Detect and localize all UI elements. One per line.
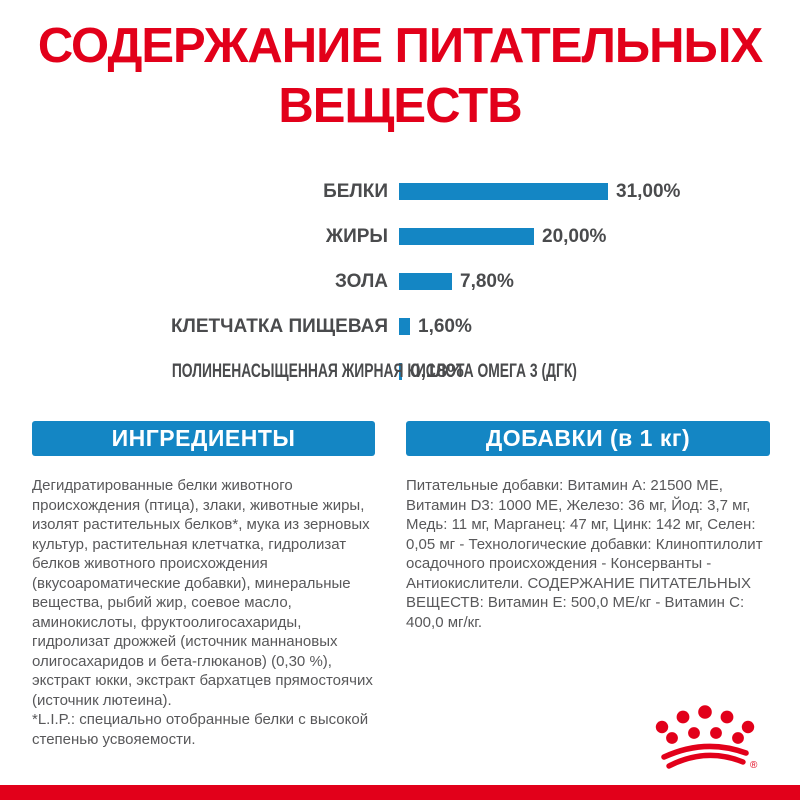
- ingredients-text: Дегидратированные белки животного происх…: [32, 476, 375, 749]
- chart-category-label: ПОЛИНЕНАСЫЩЕННАЯ ЖИРНАЯ КИСЛОТА ОМЕГА 3 …: [171, 360, 577, 382]
- additives-header: ДОБАВКИ (в 1 кг): [406, 421, 770, 456]
- bottom-red-strip: [0, 785, 800, 800]
- chart-category-label: БЕЛКИ: [323, 180, 388, 202]
- chart-value-label: 7,80%: [460, 270, 514, 292]
- chart-row: ЖИРЫ 20,00%: [22, 214, 722, 259]
- nutrition-chart: БЕЛКИ 31,00% ЖИРЫ 20,00% ЗОЛА 7,80% КЛЕТЧАТКА …: [22, 169, 722, 394]
- chart-value-label: 1,60%: [418, 315, 472, 337]
- lip-note: *L.I.P.: специально отобранные белки с в…: [32, 711, 369, 748]
- chart-bar: [399, 363, 402, 380]
- registered-trademark-glyph: ®: [750, 760, 758, 771]
- page-title: СОДЕРЖАНИЕ ПИТАТЕЛЬНЫХ ВЕЩЕСТВ: [37, 19, 763, 133]
- chart-value-label: 20,00%: [542, 225, 607, 247]
- ingredients-section: ИНГРЕДИЕНТЫ Дегидратированные белки живо…: [32, 421, 375, 749]
- chart-row: ЗОЛА 7,80%: [22, 259, 722, 304]
- chart-row: БЕЛКИ 31,00%: [22, 169, 722, 214]
- additives-section: ДОБАВКИ (в 1 кг) Питательные добавки: Ви…: [406, 421, 770, 632]
- chart-category-label: КЛЕТЧАТКА ПИЩЕВАЯ: [170, 315, 388, 337]
- chart-bar: [399, 228, 534, 245]
- chart-bar: [399, 183, 608, 200]
- ingredients-header: ИНГРЕДИЕНТЫ: [32, 421, 375, 456]
- chart-value-label: 31,00%: [616, 180, 681, 202]
- chart-category-label: ЗОЛА: [334, 270, 388, 292]
- ingredients-paragraph: Дегидратированные белки животного происх…: [32, 477, 373, 709]
- chart-row: КЛЕТЧАТКА ПИЩЕВАЯ 1,60%: [22, 304, 722, 349]
- chart-row: ПОЛИНЕНАСЫЩЕННАЯ ЖИРНАЯ КИСЛОТА ОМЕГА 3 …: [22, 349, 722, 394]
- chart-bar: [399, 273, 452, 290]
- chart-category-label: ЖИРЫ: [325, 225, 388, 247]
- chart-value-label: 0,18%: [410, 360, 464, 382]
- royal-canin-crown-icon: ®: [655, 705, 758, 771]
- additives-paragraph: Питательные добавки: Витамин А: 21500 МЕ…: [406, 477, 763, 631]
- chart-bar: [399, 318, 410, 335]
